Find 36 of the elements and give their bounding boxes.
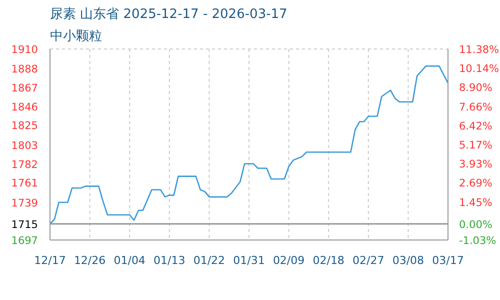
y2-tick-label: 1.45%	[459, 196, 492, 209]
x-tick-label: 12/17	[34, 254, 66, 267]
y-tick-label: 1910	[11, 44, 38, 56]
y-tick-label: 1697	[11, 235, 38, 247]
x-tick-label: 01/13	[154, 254, 186, 267]
y2-tick-label: 10.14%	[459, 63, 500, 76]
y-tick-label: 1867	[11, 82, 38, 95]
x-tick-label: 02/27	[352, 254, 384, 267]
y-tick-label: 1888	[11, 64, 38, 76]
x-tick-label: 01/22	[193, 254, 226, 267]
x-tick-label: 02/18	[312, 254, 344, 267]
y2-tick-label: 3.93%	[459, 158, 492, 171]
y2-tick-label: 5.17%	[459, 140, 492, 152]
y-tick-label: 1782	[11, 158, 38, 171]
y2-tick-label: 8.90%	[459, 82, 492, 94]
chart-title: 尿素 山东省 2025-12-17 - 2026-03-17	[50, 6, 288, 23]
x-tick-label: 02/09	[272, 254, 305, 267]
y-tick-label: 1761	[11, 178, 38, 190]
x-tick-label: 12/26	[74, 254, 106, 267]
y-tick-label: 1739	[11, 197, 38, 210]
x-tick-label: 03/08	[392, 254, 424, 267]
y2-tick-label: 0.00%	[459, 219, 492, 232]
x-tick-label: 01/31	[233, 254, 265, 267]
y-tick-label: 1846	[11, 101, 38, 114]
y2-tick-label: 6.42%	[459, 120, 492, 132]
y-tick-label: 1715	[11, 218, 38, 231]
y-tick-label: 1803	[11, 140, 38, 152]
y-tick-label: 1825	[11, 120, 38, 132]
x-tick-label: 03/17	[432, 254, 464, 267]
y2-tick-label: 11.38%	[459, 44, 500, 56]
x-tick-label: 01/04	[114, 254, 146, 267]
y2-tick-label: 2.69%	[459, 178, 492, 190]
chart-subtitle: 中小颗粒	[50, 28, 102, 45]
y2-tick-label: -1.03%	[459, 235, 496, 247]
line-series	[50, 65, 448, 225]
y2-tick-label: 7.66%	[459, 101, 492, 114]
